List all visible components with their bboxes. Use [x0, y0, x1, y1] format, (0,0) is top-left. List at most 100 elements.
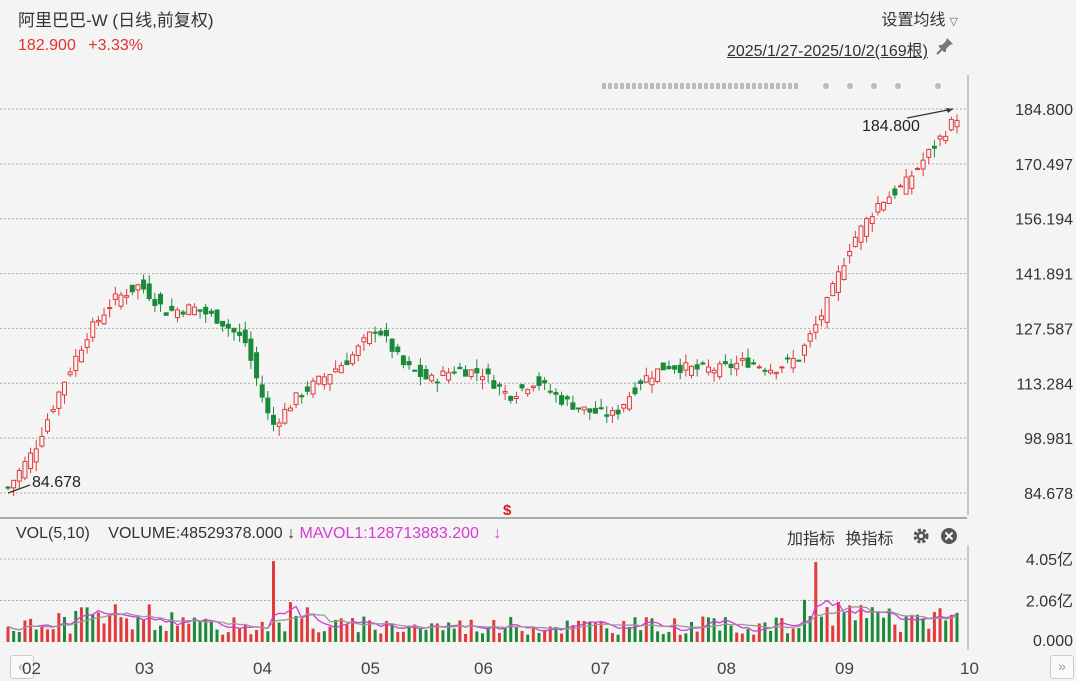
volume-bar [62, 616, 66, 642]
volume-bar [503, 627, 507, 642]
candle [621, 403, 627, 413]
event-marker [638, 83, 642, 89]
candle-body [287, 407, 293, 412]
candle [158, 292, 164, 312]
candle-body [762, 369, 768, 372]
volume-bar [311, 628, 315, 642]
candle [722, 354, 728, 366]
volume-bar [599, 621, 603, 642]
candle-body [700, 362, 706, 365]
volume-bar [238, 628, 242, 642]
candle [56, 390, 62, 416]
pin-icon[interactable] [935, 36, 955, 56]
candle [169, 298, 175, 312]
candle-body [316, 375, 322, 385]
candle-body [937, 135, 943, 140]
candle [203, 304, 209, 323]
candle [191, 303, 197, 316]
candle [768, 363, 774, 375]
candle-body [592, 407, 598, 414]
volume-bar [582, 621, 586, 642]
volume-bar [921, 618, 925, 642]
gear-icon[interactable] [912, 527, 930, 545]
candle [378, 328, 384, 337]
mavol-value: MAVOL1:128713883.200 [299, 525, 479, 542]
ma-settings-dropdown[interactable]: 设置均线 ▽ [882, 6, 958, 30]
candle-body [5, 486, 11, 489]
candle [513, 391, 519, 404]
candle-body [237, 331, 243, 336]
volume-bar [531, 626, 535, 642]
switch-indicator-button[interactable]: 换指标 [845, 531, 894, 548]
candle [739, 352, 745, 367]
volume-bar [520, 630, 524, 642]
candle [338, 361, 344, 374]
candle-body [282, 408, 288, 424]
candle [440, 365, 446, 377]
candle [333, 360, 339, 373]
candle [638, 378, 644, 391]
candle-body [61, 381, 67, 396]
candle-body [852, 236, 858, 248]
price-chart[interactable]: 184.800 170.497 156.194 141.891 127.587 113.2… [0, 75, 1076, 515]
candle [762, 367, 768, 376]
scroll-left-button[interactable]: « [10, 655, 34, 679]
candle-body [638, 380, 644, 385]
candle [242, 321, 248, 347]
candle [711, 367, 717, 382]
candle-body [124, 295, 130, 298]
volume-bar [932, 612, 936, 642]
candle [779, 366, 785, 374]
candle [327, 373, 333, 392]
candle-body [779, 366, 785, 369]
volume-bar [215, 629, 219, 642]
volume-bar [763, 622, 767, 642]
close-icon[interactable] [940, 527, 958, 545]
candle [943, 130, 949, 144]
volume-bar [622, 620, 626, 642]
candle [655, 368, 661, 384]
candle-body [440, 370, 446, 377]
volume-bar [904, 615, 908, 642]
candle [400, 354, 406, 369]
vol-indicator-label: VOL(5,10) [16, 525, 90, 542]
volume-bar [418, 628, 422, 642]
candle-body [824, 297, 830, 323]
candle [553, 388, 559, 403]
candle [152, 292, 158, 313]
volume-bar [944, 620, 948, 642]
panel-divider[interactable] [0, 517, 967, 519]
volume-bar [588, 621, 592, 642]
event-marker [662, 83, 666, 89]
candle [446, 368, 452, 384]
candle-body [948, 118, 954, 131]
volume-chart[interactable]: 4.05亿 2.06亿 0.000 [0, 545, 1076, 650]
candle-body [50, 409, 56, 412]
split-marker-icon[interactable]: $ [503, 502, 512, 515]
candle-body [107, 307, 113, 310]
candle-body [547, 390, 553, 393]
volume-bar [537, 632, 541, 642]
candle [11, 479, 17, 497]
event-marker [782, 83, 786, 89]
candle-body [16, 469, 22, 482]
add-indicator-button[interactable]: 加指标 [787, 531, 836, 548]
candle-body [118, 294, 124, 307]
candle-body [660, 362, 666, 371]
volume-bar [51, 629, 55, 642]
candle [412, 369, 418, 372]
event-marker [752, 83, 756, 89]
candle-body [519, 384, 525, 389]
candle [689, 365, 695, 379]
candle-body [395, 346, 401, 353]
volume-bar [859, 605, 863, 642]
candle-body [830, 283, 836, 297]
x-axis-label: 07 [591, 659, 610, 678]
candle [519, 383, 525, 392]
volume-bar [447, 622, 451, 642]
scroll-right-button[interactable]: » [1050, 655, 1074, 679]
volume-bar [593, 622, 597, 642]
price-line: 182.900 +3.33% [18, 37, 151, 55]
volume-bar [526, 634, 530, 642]
date-range[interactable]: 2025/1/27-2025/10/2(169根) [726, 43, 928, 60]
